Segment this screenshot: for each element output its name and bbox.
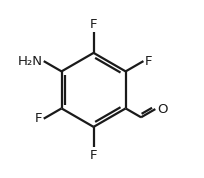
Text: F: F	[145, 55, 152, 68]
Text: H₂N: H₂N	[17, 55, 42, 68]
Text: F: F	[35, 112, 42, 125]
Text: F: F	[90, 149, 97, 162]
Text: F: F	[90, 18, 97, 31]
Text: O: O	[157, 103, 168, 116]
